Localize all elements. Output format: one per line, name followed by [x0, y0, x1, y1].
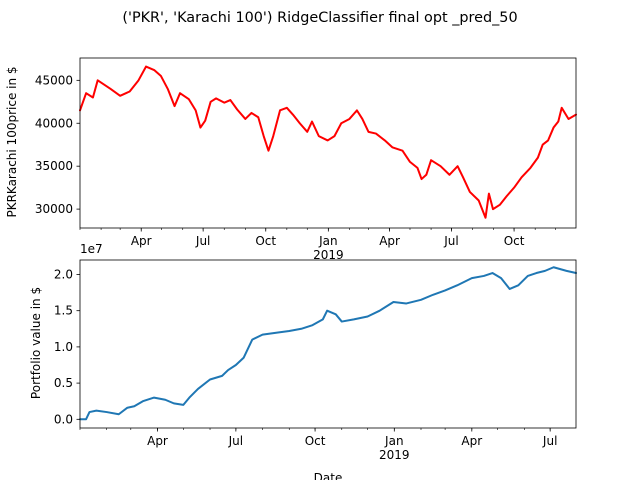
price-y-tick-label-1: 35000: [35, 159, 73, 173]
price-y-axis-label: PKRKarachi 100price in $: [5, 66, 19, 217]
figure-title: ('PKR', 'Karachi 100') RidgeClassifier f…: [122, 10, 517, 26]
portfolio-year-label: 2019: [379, 448, 410, 462]
price-series-line-0: [79, 65, 577, 219]
portfolio-x-tick-label-2: Oct: [305, 434, 326, 448]
price-x-tick-label-3: Jan: [318, 234, 338, 248]
portfolio-x-tick-label-3: Jan: [384, 434, 404, 448]
price-year-label: 2019: [313, 248, 344, 262]
price-x-tick-label-5: Jul: [443, 234, 458, 248]
price-x-tick-label-6: Oct: [504, 234, 525, 248]
portfolio-scale-label: 1e7: [80, 242, 103, 256]
price-x-tick-label-1: Jul: [195, 234, 210, 248]
portfolio-x-tick-label-1: Jul: [228, 434, 243, 448]
portfolio-chart: Portfolio value in $ 1e7 Date 0.0 0.5 1.0 1…: [29, 242, 577, 480]
portfolio-x-tick-label-4: Apr: [461, 434, 482, 448]
portfolio-x-axis-label: Date: [314, 471, 343, 480]
price-y-tick-label-0: 30000: [35, 202, 73, 216]
price-x-tick-label-2: Oct: [255, 234, 276, 248]
portfolio-x-tick-label-0: Apr: [147, 434, 168, 448]
portfolio-y-tick-label-4: 2.0: [54, 267, 73, 281]
portfolio-y-tick-label-3: 1.5: [54, 304, 73, 318]
portfolio-y-tick-label-2: 1.0: [54, 340, 73, 354]
price-chart: PKRKarachi 100price in $ 30000 35000 40000…: [5, 57, 577, 262]
price-x-tick-label-0: Apr: [131, 234, 152, 248]
price-y-tick-label-2: 40000: [35, 116, 73, 130]
price-y-tick-label-3: 45000: [35, 73, 73, 87]
portfolio-y-tick-label-1: 0.5: [54, 376, 73, 390]
portfolio-plot-frame: [79, 259, 577, 429]
portfolio-series-line-0: [79, 266, 577, 421]
portfolio-x-tick-label-5: Jul: [542, 434, 557, 448]
portfolio-y-tick-label-0: 0.0: [54, 412, 73, 426]
portfolio-y-axis-label: Portfolio value in $: [29, 287, 43, 399]
price-x-tick-label-4: Apr: [379, 234, 400, 248]
